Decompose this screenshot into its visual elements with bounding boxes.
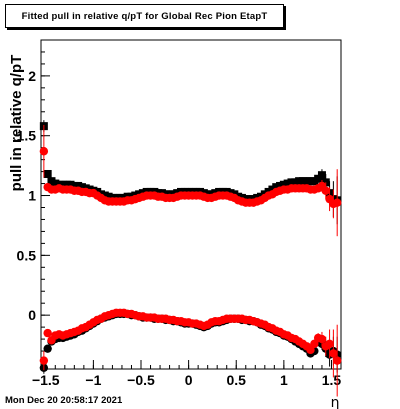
- series-2: [39, 124, 342, 237]
- data-point: [39, 147, 49, 156]
- x-tick-label: 0: [185, 372, 193, 388]
- data-point: [332, 198, 342, 207]
- title-box: Fitted pull in relative q/pT for Global …: [5, 4, 284, 28]
- timestamp: Mon Dec 20 20:58:17 2021: [5, 395, 123, 406]
- y-tick-label: 1: [28, 188, 36, 204]
- plot-frame: [40, 39, 342, 370]
- x-tick-label: −1: [85, 372, 101, 388]
- x-axis-label: η: [331, 395, 340, 409]
- data-point: [39, 356, 49, 365]
- x-tick-label: −0.5: [127, 372, 155, 388]
- data-point: [329, 349, 338, 358]
- y-tick-label: 1.5: [17, 128, 37, 144]
- data-point: [43, 328, 52, 338]
- y-tick-label: 0: [28, 307, 36, 323]
- y-tick-label: 0.5: [17, 247, 37, 263]
- data-point: [306, 345, 315, 355]
- data-point: [332, 356, 342, 365]
- x-tick-label: 1: [280, 372, 288, 388]
- series-4: [39, 308, 342, 397]
- data-point: [321, 186, 330, 195]
- data-point: [325, 339, 334, 349]
- data-point: [43, 344, 52, 353]
- series-1: [39, 120, 342, 225]
- data-point: [310, 339, 319, 349]
- data-marks: [39, 120, 342, 397]
- data-point: [43, 169, 52, 178]
- x-tick-label: −1.5: [32, 372, 60, 388]
- data-point: [317, 334, 327, 344]
- x-tick-label: 1.5: [322, 372, 342, 388]
- data-point: [317, 171, 326, 180]
- y-tick-label: 2: [28, 68, 36, 84]
- y-axis-label: pull in relative q/pT: [8, 55, 25, 192]
- axes: −1.5 −1 −0.5 0 0.5 1 1.5 0 0.5 1 1.5 2: [17, 51, 342, 388]
- chart-title: Fitted pull in relative q/pT for Global …: [21, 10, 268, 22]
- x-tick-label: 0.5: [227, 372, 247, 388]
